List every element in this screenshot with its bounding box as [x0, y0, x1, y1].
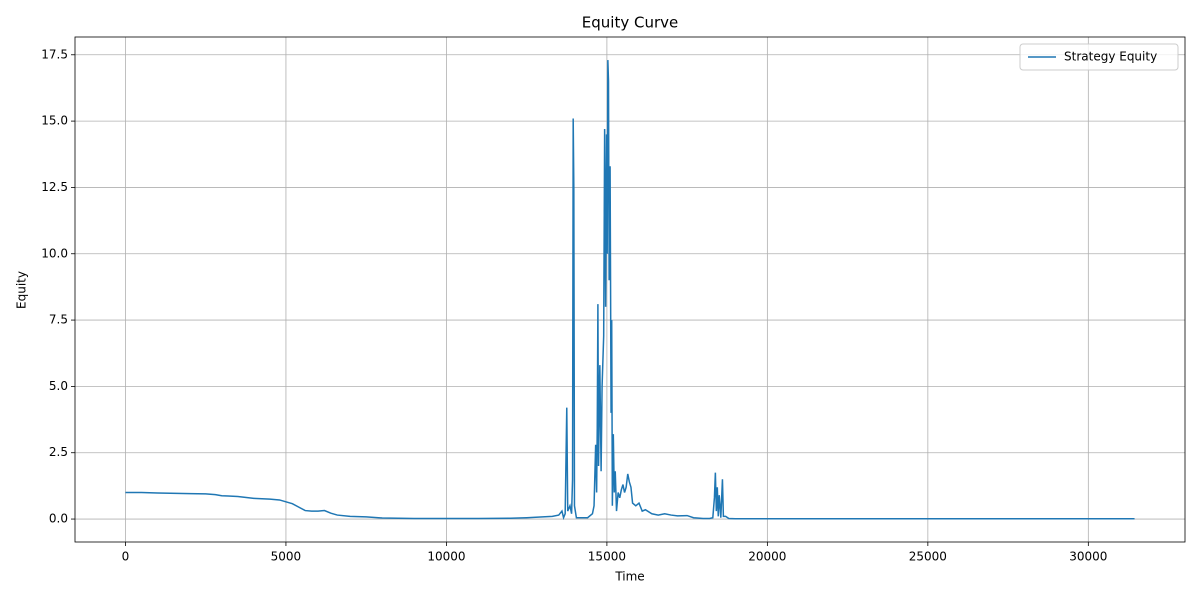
y-tick-label: 10.0	[41, 246, 68, 260]
x-tick-label: 30000	[1069, 550, 1107, 564]
y-axis-label: Equity	[15, 271, 29, 309]
x-tick-label: 10000	[427, 550, 465, 564]
y-tick-label: 0.0	[49, 512, 68, 526]
y-tick-label: 7.5	[49, 313, 68, 327]
y-tick-label: 15.0	[41, 114, 68, 128]
x-tick-label: 5000	[271, 550, 302, 564]
x-tick-label: 15000	[588, 550, 626, 564]
x-tick-label: 0	[122, 550, 130, 564]
legend-box	[1019, 43, 1179, 71]
y-tick-label: 12.5	[41, 180, 68, 194]
line-series	[125, 60, 1135, 521]
y-tick-label: 5.0	[49, 379, 68, 393]
x-tick-label: 20000	[748, 550, 786, 564]
legend-label: Strategy Equity	[1064, 50, 1157, 64]
x-tick-label: 25000	[909, 550, 947, 564]
x-axis-label: Time	[614, 570, 644, 584]
plot-frame	[74, 36, 1186, 543]
y-tick-label: 17.5	[41, 47, 68, 61]
y-tick-label: 2.5	[49, 445, 68, 459]
chart-title: Equity Curve	[582, 14, 678, 32]
